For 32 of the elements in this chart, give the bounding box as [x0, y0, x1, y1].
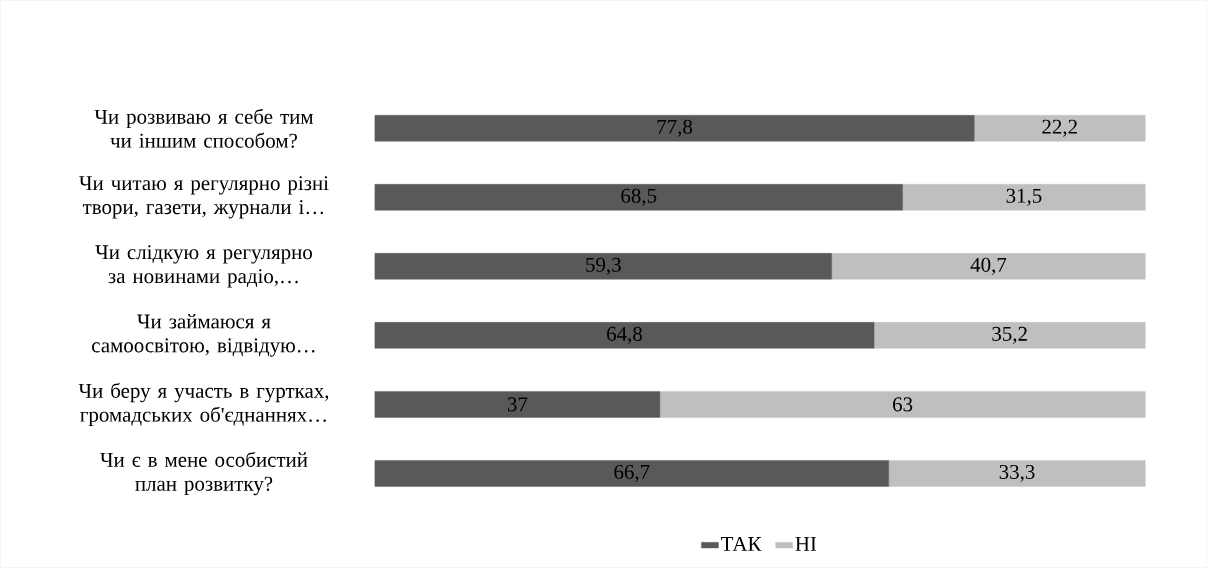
bar [902, 184, 1146, 211]
bar [374, 460, 889, 487]
y-tick-label: Чи займаюся я самоосвітою, відвідую… [92, 314, 315, 357]
bar [659, 391, 1146, 418]
y-tick-label: Чи читаю я регулярно різні твори, газети, журнали і… [79, 176, 329, 219]
y-tick-label: Чи розвиваю я себе тим чи іншим способом? [94, 108, 314, 149]
bar [374, 391, 661, 418]
bar [888, 460, 1146, 487]
data-label: 64,8 [607, 326, 643, 345]
data-label: 40,7 [970, 257, 1007, 276]
bar [374, 322, 875, 349]
data-label: 63 [893, 397, 913, 412]
data-label: 59,3 [586, 257, 621, 276]
data-label: 37 [507, 397, 528, 412]
bar [831, 253, 1146, 280]
legend-label: ТАК [721, 537, 762, 551]
data-label: 33,3 [999, 465, 1035, 483]
bar [974, 115, 1146, 142]
y-tick-label: Чи беру я участь в гуртках, громадських об'єднаннях… [78, 382, 329, 427]
bar [873, 322, 1146, 349]
y-tick-label: Чи є в мене особистий план розвитку? [100, 451, 308, 496]
data-label: 77,8 [657, 119, 693, 137]
data-label: 22,2 [1042, 119, 1077, 137]
bar [374, 184, 903, 211]
data-label: 68,5 [621, 188, 657, 207]
bar [374, 115, 975, 142]
data-label: 31,5 [1006, 188, 1042, 206]
y-tick-label: Чи слідкую я регулярно за новинами радіо,… [95, 245, 312, 288]
data-label: 66,7 [614, 465, 650, 483]
data-label: 35,2 [992, 326, 1027, 345]
bar [374, 253, 832, 280]
legend-label: НІ [795, 537, 817, 551]
